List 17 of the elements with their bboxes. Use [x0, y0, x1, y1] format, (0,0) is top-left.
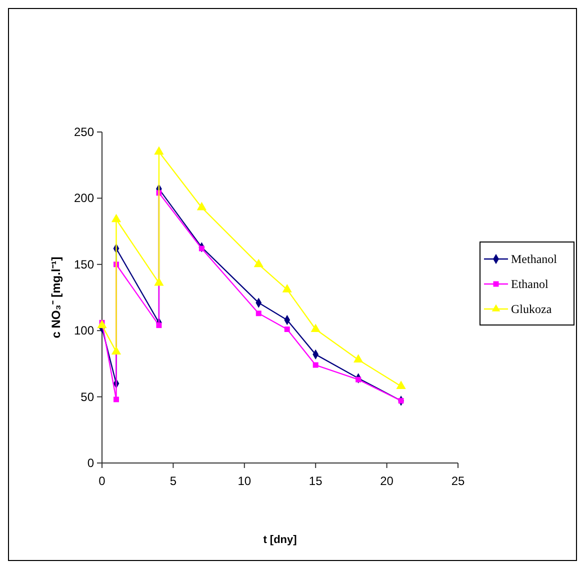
x-tick-label: 5 — [170, 474, 177, 488]
y-tick-label: 250 — [74, 125, 94, 139]
x-tick-label: 20 — [380, 474, 394, 488]
legend-label: Glukoza — [511, 302, 552, 316]
x-tick-label: 0 — [98, 474, 106, 488]
legend-label: Methanol — [511, 252, 558, 266]
legend-label: Ethanol — [511, 277, 549, 291]
y-tick-label: 50 — [80, 390, 94, 404]
x-tick-label: 15 — [308, 474, 323, 488]
y-tick-label: 100 — [74, 324, 94, 338]
y-tick-label: 0 — [87, 456, 94, 470]
x-tick-label: 10 — [238, 474, 252, 488]
x-axis-title: t [dny] — [263, 534, 298, 546]
y-axis-title: c NO₃⁻ [mg.l⁻¹] — [49, 256, 63, 338]
x-tick-label: 25 — [451, 474, 465, 488]
y-tick-label: 200 — [74, 191, 94, 206]
y-tick-label: 150 — [74, 257, 94, 272]
